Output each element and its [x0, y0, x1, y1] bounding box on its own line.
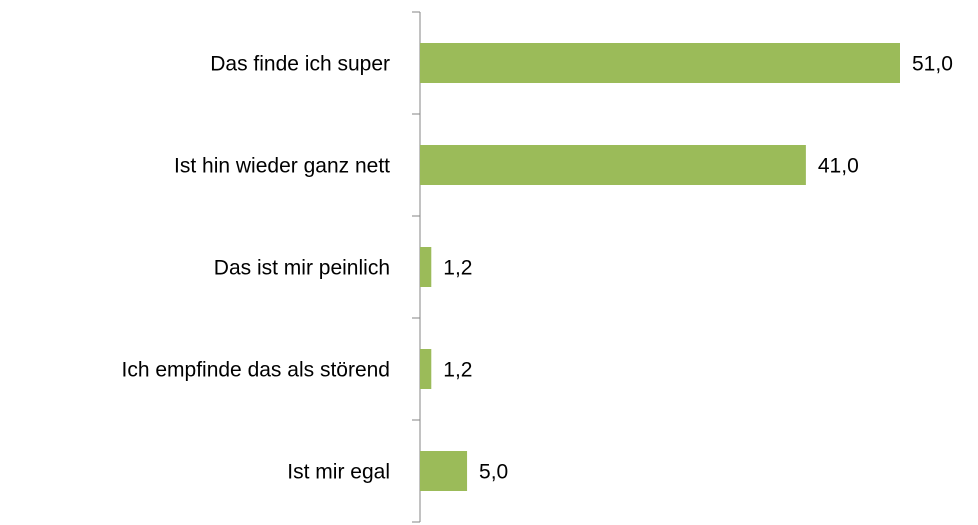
- category-label: Das ist mir peinlich: [214, 257, 390, 280]
- value-label: 5,0: [479, 461, 508, 484]
- bar: [420, 451, 468, 491]
- value-label: 1,2: [443, 257, 472, 280]
- bar: [420, 145, 806, 185]
- category-label: Das finde ich super: [210, 53, 390, 76]
- category-label: Ich empfinde das als störend: [122, 359, 391, 382]
- category-label: Ist mir egal: [287, 461, 390, 484]
- bar: [420, 349, 432, 389]
- category-label: Ist hin wieder ganz nett: [174, 155, 390, 178]
- value-label: 1,2: [443, 359, 472, 382]
- bar: [420, 247, 432, 287]
- value-label: 51,0: [912, 53, 953, 76]
- bar: [420, 43, 900, 83]
- value-label: 41,0: [818, 155, 859, 178]
